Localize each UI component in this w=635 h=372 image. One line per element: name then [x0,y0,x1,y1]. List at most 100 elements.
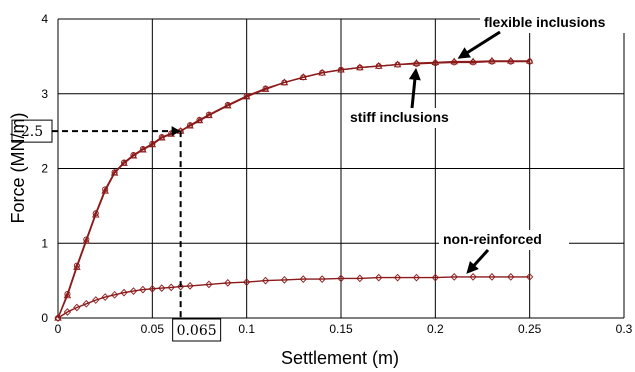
x-axis-title: Settlement (m) [281,348,399,368]
reference-x-label: 0.065 [177,323,217,339]
series-3-point [356,274,364,283]
series-3-point [412,273,421,282]
series-3-point [177,282,185,291]
series-2-point [224,101,232,109]
reference-y-label: 2.5 [21,124,43,140]
series-2-point [205,111,213,119]
series-2-point [299,73,308,80]
series-3-point [158,284,166,292]
series-2-point [148,140,157,148]
y-tick-label: 1 [41,236,48,250]
series-2-point [91,210,100,218]
y-tick-label: 4 [41,12,48,26]
series-2-point [195,116,204,124]
annotation-label: stiff inclusions [350,109,449,125]
series-3-point [243,278,251,286]
series-2-point [120,159,128,166]
annotation-arrowhead [408,67,421,81]
annotation-label: non-reinforced [443,231,542,247]
series-3-point [337,274,345,283]
annotations-layer: flexible inclusions stiff inclusions non-r… [346,13,630,274]
series-2-point [337,65,345,73]
x-tick-label: 0 [55,322,62,336]
series-3-point [469,273,477,281]
annotation-arrowhead [466,261,479,274]
x-tick-label: 0.3 [616,322,633,336]
series-2-point [318,68,326,76]
series-2-point [356,63,364,71]
series-2-point [158,133,166,141]
series-2-point [73,263,81,270]
series-2-point [139,145,147,153]
reference-x-box [172,318,222,342]
x-tick-label: 0.25 [518,322,542,336]
annotation-bg [480,13,630,33]
series-3-point [507,273,515,281]
series-3-point [148,284,156,293]
series-2-point [242,92,251,100]
annotation-arrowhead [457,47,471,59]
series-2-point [82,236,91,244]
series-3-point [73,303,81,312]
x-tick-label: 0.05 [141,322,165,336]
series-3-point [431,273,439,282]
series-2-point [186,121,194,129]
series-2-point [374,61,383,69]
annotation-bg [346,108,476,128]
series-2-point [488,56,496,64]
series-3-point [63,308,72,316]
y-tick-label: 2 [41,162,48,176]
series-3-point [139,285,147,294]
series-3-point [54,314,62,322]
annotation-label: flexible inclusions [484,14,606,30]
series-2-point [101,186,109,194]
series-3-point [261,276,270,285]
series-3-point [129,287,138,295]
tick-labels: 0 0.05 0.1 0.15 0.2 0.25 0.3 0 1 2 3 4 [41,12,632,336]
series-2-point [261,85,270,92]
annotation-bg [439,230,569,250]
reference-lines: 2.5 0.065 [11,119,222,342]
series-3-point [488,273,496,281]
series-2-point [63,291,72,299]
series-3-point [393,273,402,282]
series-layer [57,60,530,319]
series-3-point [82,299,90,308]
annotation-arrow [463,30,501,56]
series-3-point [280,276,289,284]
series-3-point [205,280,213,289]
series-2-point [431,58,440,66]
grid-lines [57,18,625,319]
annotation-arrow [470,248,490,270]
series-2-point [129,151,138,159]
annotation-arrow [410,75,417,109]
reference-h-arrowhead [171,126,181,137]
reference-y-box [11,119,53,143]
series-2-point [393,60,402,68]
series-3-point [92,296,100,304]
y-tick-label: 0 [41,311,48,325]
series-3-point [299,275,307,283]
y-tick-label: 3 [41,87,48,101]
x-tick-label: 0.2 [427,322,444,336]
series-3-point [375,273,383,282]
series-2-point [525,56,534,64]
series-2-point [412,58,421,66]
series-3-point [450,273,458,281]
y-axis-title: Force (MN/m) [8,113,28,224]
series-3-point [167,283,175,292]
series-3-point [526,273,534,281]
series-3-point [120,288,128,297]
series-2-point [54,313,62,321]
series-3-point [101,293,109,301]
x-tick-label: 0.1 [238,322,255,336]
series-3-line [57,276,530,319]
markers-layer [54,56,534,322]
series-2-point [507,56,515,64]
series-2-point [280,78,289,86]
series-3-point [224,279,232,287]
series-2-point [469,57,477,65]
series-3-point [318,275,326,283]
x-tick-label: 0.15 [329,322,353,336]
series-2-line [57,60,530,319]
